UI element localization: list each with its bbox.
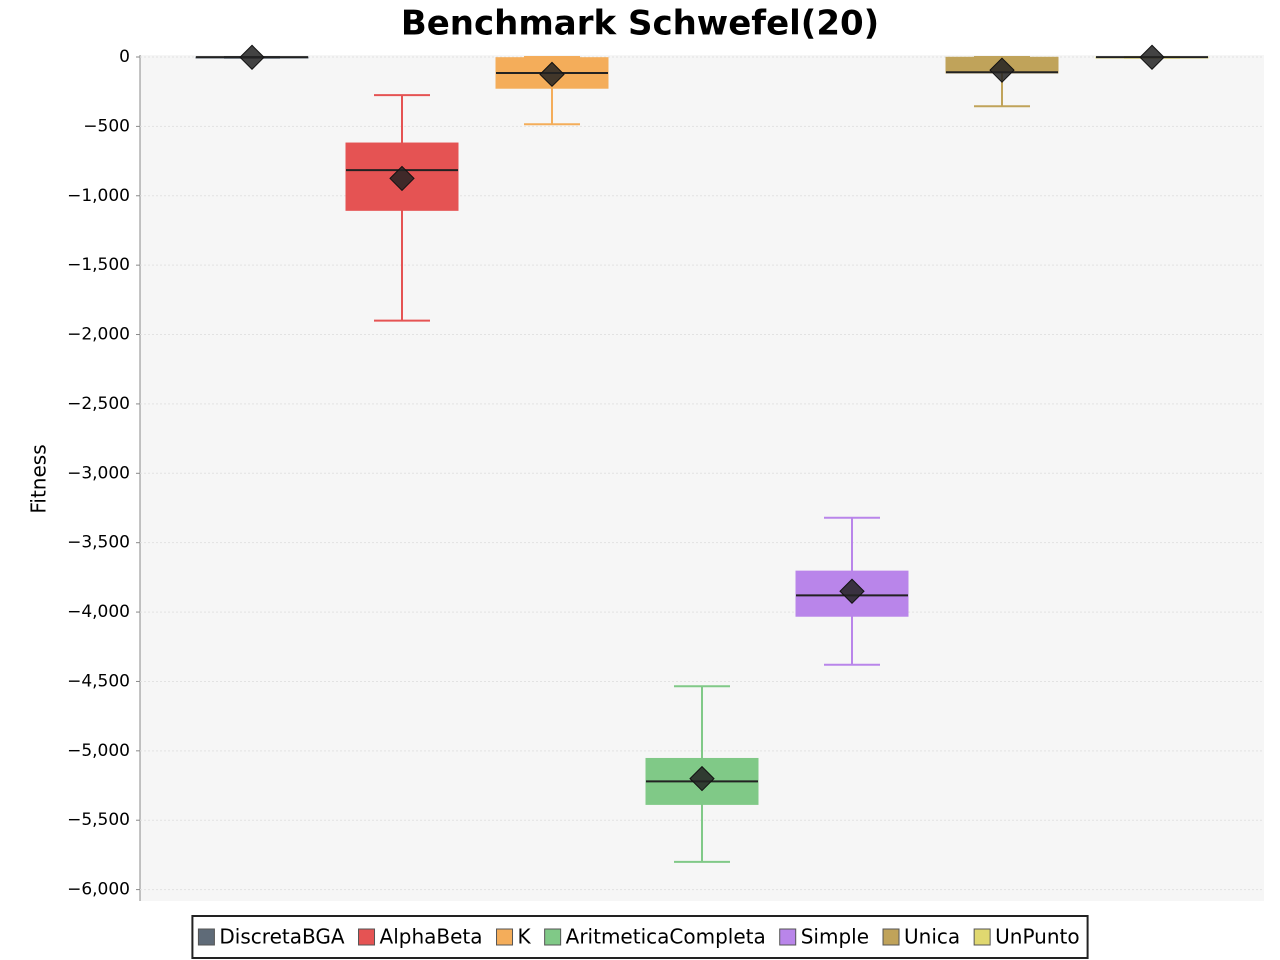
legend-label: DiscretaBGA	[219, 925, 344, 949]
legend: DiscretaBGA AlphaBeta K AritmeticaCompleta S…	[191, 915, 1089, 959]
y-tick-label: −2,500	[67, 394, 130, 414]
mean-marker	[239, 44, 265, 70]
mean-marker	[389, 165, 415, 192]
mean-marker	[689, 765, 715, 792]
y-axis-label: Fitness	[27, 444, 51, 513]
y-tick-label: −1,000	[67, 186, 130, 206]
y-tick-label: −5,500	[67, 810, 130, 830]
mean-marker	[539, 61, 565, 88]
y-tick-label: 0	[119, 47, 130, 67]
legend-label: K	[518, 925, 532, 949]
y-tick-label: −4,500	[67, 671, 130, 691]
legend-swatch	[544, 928, 562, 946]
y-tick-label: −3,000	[67, 463, 130, 483]
legend-swatch	[882, 928, 900, 946]
y-tick-label: −2,000	[67, 325, 130, 345]
y-tick-label: −1,500	[67, 255, 130, 275]
legend-swatch	[197, 928, 215, 946]
legend-swatch	[358, 928, 376, 946]
legend-frame	[191, 915, 1089, 959]
y-tick-label: −4,000	[67, 602, 130, 622]
legend-label: Simple	[801, 925, 869, 949]
legend-swatch	[496, 928, 514, 946]
legend-swatch	[973, 928, 991, 946]
y-tick-label: −3,500	[67, 533, 130, 553]
legend-label: AlphaBeta	[380, 925, 483, 949]
chart-title: Benchmark Schwefel(20)	[401, 4, 879, 44]
legend-label: UnPunto	[995, 925, 1079, 949]
legend-label: Unica	[904, 925, 960, 949]
mean-marker	[839, 578, 865, 604]
y-tick-label: −500	[83, 116, 130, 136]
legend-swatch	[779, 928, 797, 946]
y-tick-label: −6,000	[67, 880, 130, 900]
mean-marker	[1139, 44, 1165, 70]
mean-marker	[989, 57, 1015, 83]
legend-label: AritmeticaCompleta	[566, 925, 766, 949]
y-tick-label: −5,000	[67, 741, 130, 761]
